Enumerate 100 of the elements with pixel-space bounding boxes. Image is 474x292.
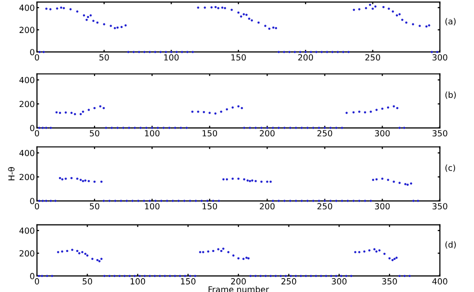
point xyxy=(288,50,291,54)
point xyxy=(310,50,312,54)
point xyxy=(249,274,252,278)
point xyxy=(214,6,217,8)
x-tick-label: 0 xyxy=(34,203,40,210)
point xyxy=(103,274,106,278)
point xyxy=(118,274,121,278)
point xyxy=(180,50,184,54)
point xyxy=(314,274,318,278)
point xyxy=(159,50,162,54)
x-tick-label: 150 xyxy=(231,54,246,61)
x-tick-label: 50 xyxy=(90,203,100,210)
point xyxy=(74,112,76,116)
text: (d) xyxy=(445,241,456,249)
point xyxy=(96,258,99,262)
point xyxy=(58,176,62,180)
y-tick-label: 0 xyxy=(30,124,34,132)
point xyxy=(86,16,90,18)
point xyxy=(96,21,99,24)
point xyxy=(254,274,257,278)
point xyxy=(93,106,96,110)
point xyxy=(347,50,350,54)
x-tick-label: 100 xyxy=(145,203,160,210)
y-axis-title: H-θ xyxy=(8,167,15,180)
x-tick-label: 200 xyxy=(260,130,275,136)
x-tick-label: 50 xyxy=(90,130,100,136)
point xyxy=(174,274,176,278)
point xyxy=(425,25,428,28)
point xyxy=(82,180,84,182)
point xyxy=(375,250,378,253)
point xyxy=(116,26,119,29)
y-tick-label: 200 xyxy=(20,174,34,180)
point xyxy=(320,274,322,278)
y-tick-label: 400 xyxy=(19,76,34,84)
x-tick-label: 300 xyxy=(374,203,390,210)
x-tick-label: 300 xyxy=(332,278,347,284)
x-tick-label: 300 xyxy=(432,54,448,61)
point xyxy=(184,274,186,278)
x-tick-label: 0 xyxy=(34,54,40,61)
x-tick-label: 50 xyxy=(99,54,109,61)
x-tick-label: 250 xyxy=(281,278,296,284)
point xyxy=(282,50,286,54)
x-tick-label: 200 xyxy=(298,54,313,61)
point xyxy=(248,180,252,182)
x-tick-label: 400 xyxy=(432,278,448,284)
y-tick-label: 200 xyxy=(20,250,34,257)
point xyxy=(242,258,245,260)
point xyxy=(324,274,328,278)
x-tick-label: 150 xyxy=(181,278,196,284)
point xyxy=(46,274,48,278)
point xyxy=(188,274,192,278)
x-tick-label: 350 xyxy=(432,203,448,210)
point xyxy=(304,274,308,278)
x-tick-label: 200 xyxy=(260,203,275,210)
x-tick-label: 100 xyxy=(130,278,146,284)
x-tick-label: 50 xyxy=(82,278,92,284)
x-tick-label: 100 xyxy=(145,130,160,136)
point xyxy=(257,21,260,24)
x-tick-label: 250 xyxy=(317,130,332,136)
y-tick-label: 0 xyxy=(30,198,34,204)
text: (b) xyxy=(445,91,456,99)
x-tick-label: 100 xyxy=(164,54,179,61)
point xyxy=(168,274,172,278)
point xyxy=(398,274,401,278)
point xyxy=(178,274,182,278)
point xyxy=(391,258,394,262)
point xyxy=(386,106,390,109)
x-tick-label: 150 xyxy=(202,130,218,136)
point xyxy=(310,274,312,278)
y-tick-label: 200 xyxy=(20,100,34,108)
point xyxy=(330,274,332,278)
point xyxy=(70,176,73,180)
point xyxy=(374,5,377,8)
y-tick-label: 400 xyxy=(19,150,34,156)
point xyxy=(50,274,54,278)
text: (a) xyxy=(445,18,456,26)
point xyxy=(410,182,412,185)
point xyxy=(331,50,334,54)
point xyxy=(237,11,240,14)
point xyxy=(326,50,328,54)
point xyxy=(382,6,385,8)
x-tick-label: 200 xyxy=(231,278,246,284)
y-tick-label: 400 xyxy=(19,4,34,11)
point xyxy=(138,50,140,54)
y-tick-label: 400 xyxy=(19,228,34,234)
y-tick-label: 200 xyxy=(20,26,34,34)
point xyxy=(100,258,103,260)
point xyxy=(120,26,123,28)
x-tick-label: 350 xyxy=(382,278,397,284)
point xyxy=(393,258,396,260)
x-tick-label: 250 xyxy=(365,54,380,61)
x-tick-label: 350 xyxy=(432,130,448,136)
x-tick-label: 0 xyxy=(34,278,40,284)
point xyxy=(113,274,116,278)
x-tick-label: 300 xyxy=(374,130,390,136)
point xyxy=(143,50,146,54)
y-tick-label: 0 xyxy=(30,48,34,56)
y-tick-label: 0 xyxy=(30,272,34,280)
x-tick-label: 250 xyxy=(317,203,332,210)
point xyxy=(108,274,111,278)
